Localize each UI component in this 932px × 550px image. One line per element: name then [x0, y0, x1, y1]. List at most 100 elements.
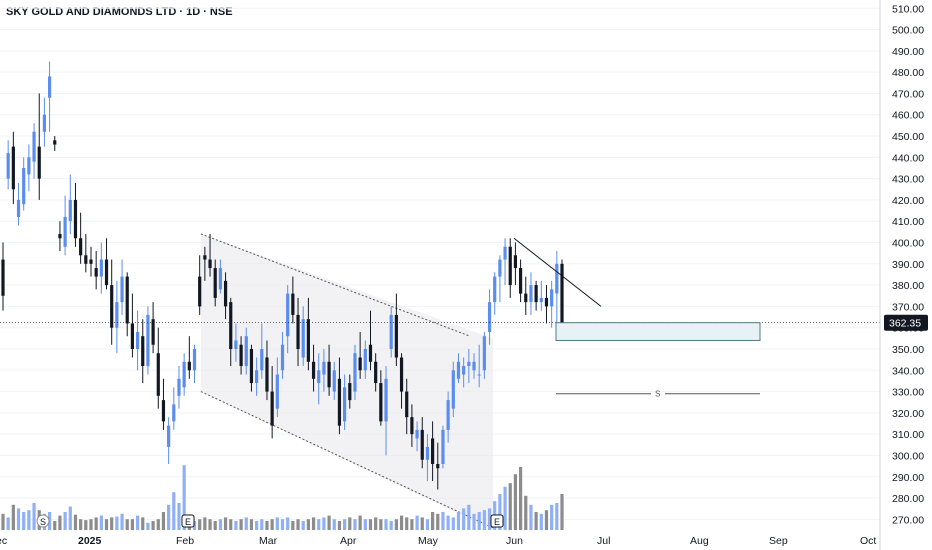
last-price-label: 362.35 [889, 318, 921, 330]
volume-bar [534, 512, 538, 530]
candle-body [358, 357, 362, 371]
volume-bar [265, 521, 269, 530]
candle-body [301, 319, 305, 358]
volume-bar [487, 508, 492, 530]
volume-bar [213, 521, 217, 530]
earnings-marker[interactable]: E [181, 514, 195, 528]
candle-body [68, 199, 72, 222]
volume-bar [167, 504, 171, 530]
candle-body [322, 361, 326, 375]
y-tick-label: 450.00 [892, 131, 924, 143]
candle-body [187, 361, 191, 371]
price-axis[interactable]: 270.00 280.00 290.00 300.00 310.00 320.00 330.… [879, 0, 928, 550]
volume-bar [275, 517, 279, 530]
candle-body [425, 446, 430, 460]
volume-bar [182, 465, 186, 530]
volume-bar [79, 519, 83, 530]
x-tick-label: Jun [506, 535, 523, 547]
candle-body [550, 289, 554, 307]
candle-body [22, 167, 26, 205]
y-tick-label: 400.00 [892, 238, 924, 250]
candle-body [182, 361, 186, 388]
candle-body [239, 344, 243, 367]
candle-body [16, 199, 21, 217]
volume-bar [198, 519, 202, 530]
volume-bar [420, 517, 424, 530]
candle-body [135, 331, 140, 349]
volume-bar [27, 510, 31, 530]
volume-bar [399, 515, 404, 530]
candle-body [389, 314, 393, 349]
volume-bar [394, 519, 398, 530]
dividend-marker[interactable]: S [36, 514, 50, 528]
candle-body [172, 404, 176, 422]
candle-body [544, 297, 549, 307]
dividend-marker-shape [36, 514, 50, 528]
candle-body [141, 336, 145, 367]
volume-bar [177, 503, 181, 530]
candle-body [110, 285, 114, 328]
volume-bar [431, 512, 435, 530]
volume-bar [208, 519, 212, 530]
candle-body [27, 157, 31, 175]
candle-body [89, 259, 93, 264]
candle-body [348, 383, 352, 401]
y-tick-label: 320.00 [892, 408, 924, 420]
candle-body [555, 263, 559, 294]
volume-bar [539, 513, 543, 530]
volume-bar [550, 504, 554, 530]
candle-body [84, 255, 88, 264]
volume-bar [348, 517, 352, 530]
volume-bar [296, 519, 300, 530]
time-axis[interactable]: ec 2025 Feb Mar Apr May Jun Jul Aug Sep Oct S E E [0, 514, 876, 547]
earnings-marker[interactable]: E [490, 514, 504, 528]
candle-body [399, 357, 404, 392]
candle-body [198, 276, 202, 307]
chart-title: SKY GOLD AND DIAMONDS LTD · 1D · NSE [6, 6, 233, 18]
x-tick-label: Sep [769, 535, 788, 547]
candle-body [260, 348, 264, 371]
volume-bar [47, 512, 52, 530]
volume-bar [151, 521, 155, 530]
volume-bar [327, 515, 331, 530]
candle-body [451, 370, 455, 409]
volume-bar [441, 512, 445, 530]
candle-body [270, 391, 274, 426]
candle-body [503, 246, 507, 260]
candle-body [223, 280, 228, 307]
candle-body [42, 114, 47, 132]
candle-body [125, 276, 129, 324]
candle-body [63, 216, 67, 247]
channel-lower [200, 391, 494, 529]
volume-bar [53, 521, 57, 530]
candle-body [337, 378, 342, 426]
candle-body [311, 361, 316, 379]
candle-body [280, 344, 285, 371]
candle-body [213, 268, 217, 298]
candle-body [441, 429, 445, 464]
volume-bar [229, 519, 233, 530]
candle-body [275, 374, 279, 409]
candle-body [306, 319, 310, 362]
volume-bar [234, 521, 238, 530]
x-tick-label: ec [0, 535, 7, 547]
volume-bar [172, 492, 176, 530]
volume-bar [415, 515, 419, 530]
candle-body [513, 255, 518, 269]
volume-bar [410, 519, 414, 530]
candle-body [130, 323, 134, 349]
volume-bar [311, 517, 316, 530]
y-tick-label: 270.00 [892, 514, 924, 526]
volume-bar [353, 519, 357, 530]
volume-bar [270, 519, 274, 530]
volume-bar [280, 519, 285, 530]
candle-body [177, 378, 181, 396]
dividend-marker-label: S [40, 517, 46, 527]
candle-body [456, 361, 461, 379]
y-tick-label: 480.00 [892, 67, 924, 79]
drawings: S [0, 237, 880, 399]
candle-body [167, 425, 171, 447]
candle-body [6, 153, 10, 179]
volume-bar [260, 519, 264, 530]
